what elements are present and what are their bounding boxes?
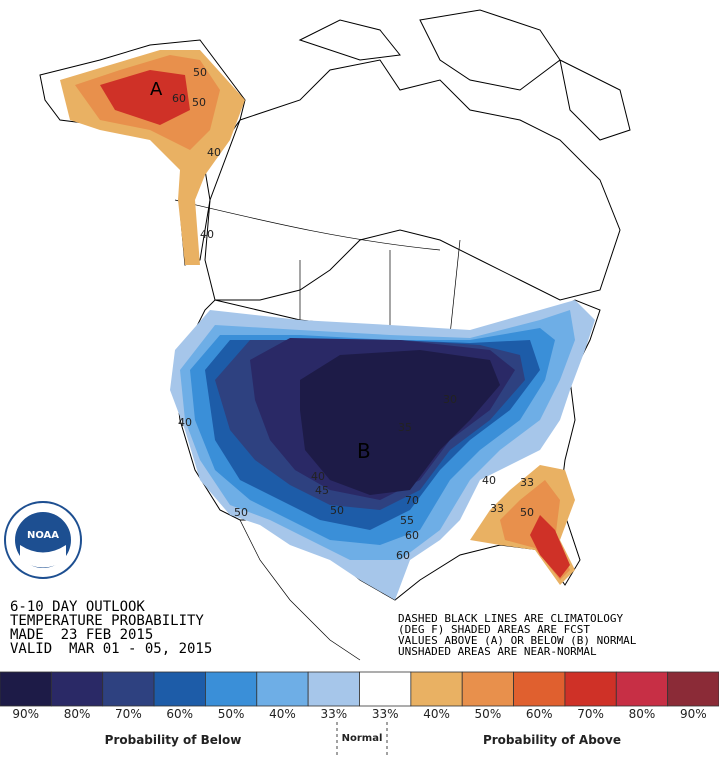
contour-label: 55 bbox=[400, 514, 414, 527]
note-line: UNSHADED AREAS ARE NEAR-NORMAL bbox=[398, 645, 597, 658]
contour-label: 70 bbox=[405, 494, 419, 507]
legend-swatch bbox=[205, 671, 258, 707]
contour-label: 50 bbox=[192, 96, 206, 109]
legend-label: 60% bbox=[166, 707, 193, 721]
contour-label: 40 bbox=[482, 474, 496, 487]
legend-swatch bbox=[667, 671, 719, 707]
legend-label: 33% bbox=[372, 707, 399, 721]
contour-label: 40 bbox=[311, 470, 325, 483]
legend-swatch bbox=[410, 671, 463, 707]
logo-text: NOAA bbox=[27, 530, 59, 541]
legend-label: 80% bbox=[629, 707, 656, 721]
legend-label: 80% bbox=[64, 707, 91, 721]
contour-label: 40 bbox=[178, 416, 192, 429]
legend-below-title: Probability of Below bbox=[105, 733, 242, 747]
note-line: DASHED BLACK LINES ARE CLIMATOLOGY bbox=[398, 612, 624, 625]
contour-label: 30 bbox=[443, 393, 457, 406]
contour-label: 50 bbox=[330, 504, 344, 517]
forecast-shading bbox=[60, 50, 595, 600]
above-label: A bbox=[150, 79, 163, 100]
legend-label: 70% bbox=[115, 707, 142, 721]
legend-swatch bbox=[50, 671, 104, 707]
legend-swatch bbox=[0, 671, 52, 707]
legend-label: 90% bbox=[12, 707, 39, 721]
contour-label: 33 bbox=[520, 476, 534, 489]
legend-above-title: Probability of Above bbox=[483, 733, 621, 747]
legend: Probability of Below Normal Probability … bbox=[0, 671, 719, 756]
header: 6-10 DAY OUTLOOK TEMPERATURE PROBABILITY… bbox=[10, 599, 212, 657]
contour-label: 40 bbox=[207, 146, 221, 159]
note-line: VALUES ABOVE (A) OR BELOW (B) NORMAL bbox=[398, 634, 637, 647]
header-line: 6-10 DAY OUTLOOK bbox=[10, 599, 145, 615]
contour-label: 60 bbox=[396, 549, 410, 562]
legend-swatch bbox=[461, 671, 514, 707]
contour-label: 60 bbox=[405, 529, 419, 542]
legend-label: 60% bbox=[526, 707, 553, 721]
legend-label: 90% bbox=[680, 707, 707, 721]
contour-label: 33 bbox=[490, 502, 504, 515]
legend-swatch bbox=[513, 671, 566, 707]
contour-label: 60 bbox=[172, 92, 186, 105]
map-labels: A B 50 60 50 40 40 40 50 45 50 40 35 30 … bbox=[150, 66, 534, 562]
legend-swatch bbox=[153, 671, 206, 707]
legend-swatch bbox=[102, 671, 155, 707]
contour-label: 50 bbox=[520, 506, 534, 519]
legend-label: 40% bbox=[423, 707, 450, 721]
contour-label: 40 bbox=[200, 228, 214, 241]
legend-label: 33% bbox=[320, 707, 347, 721]
legend-label: 70% bbox=[577, 707, 604, 721]
legend-swatch bbox=[564, 671, 617, 707]
legend-label: 40% bbox=[269, 707, 296, 721]
notes: DASHED BLACK LINES ARE CLIMATOLOGY (DEG … bbox=[398, 612, 637, 658]
note-line: (DEG F) SHADED AREAS ARE FCST bbox=[398, 623, 590, 636]
legend-swatch bbox=[256, 671, 309, 707]
noaa-logo: NOAA bbox=[4, 501, 82, 579]
legend-normal-title: Normal bbox=[342, 733, 383, 744]
header-line: TEMPERATURE PROBABILITY bbox=[10, 613, 204, 629]
header-line: VALID MAR 01 - 05, 2015 bbox=[10, 641, 212, 657]
contour-label: 50 bbox=[193, 66, 207, 79]
contour-label: 35 bbox=[398, 421, 412, 434]
legend-label: 50% bbox=[218, 707, 245, 721]
contour-label: 45 bbox=[315, 484, 329, 497]
legend-swatch bbox=[615, 671, 669, 707]
contour-label: 50 bbox=[234, 506, 248, 519]
legend-swatch bbox=[307, 671, 360, 707]
legend-swatch bbox=[359, 671, 412, 707]
below-label: B bbox=[357, 439, 371, 463]
header-line: MADE 23 FEB 2015 bbox=[10, 627, 153, 643]
legend-label: 50% bbox=[475, 707, 502, 721]
